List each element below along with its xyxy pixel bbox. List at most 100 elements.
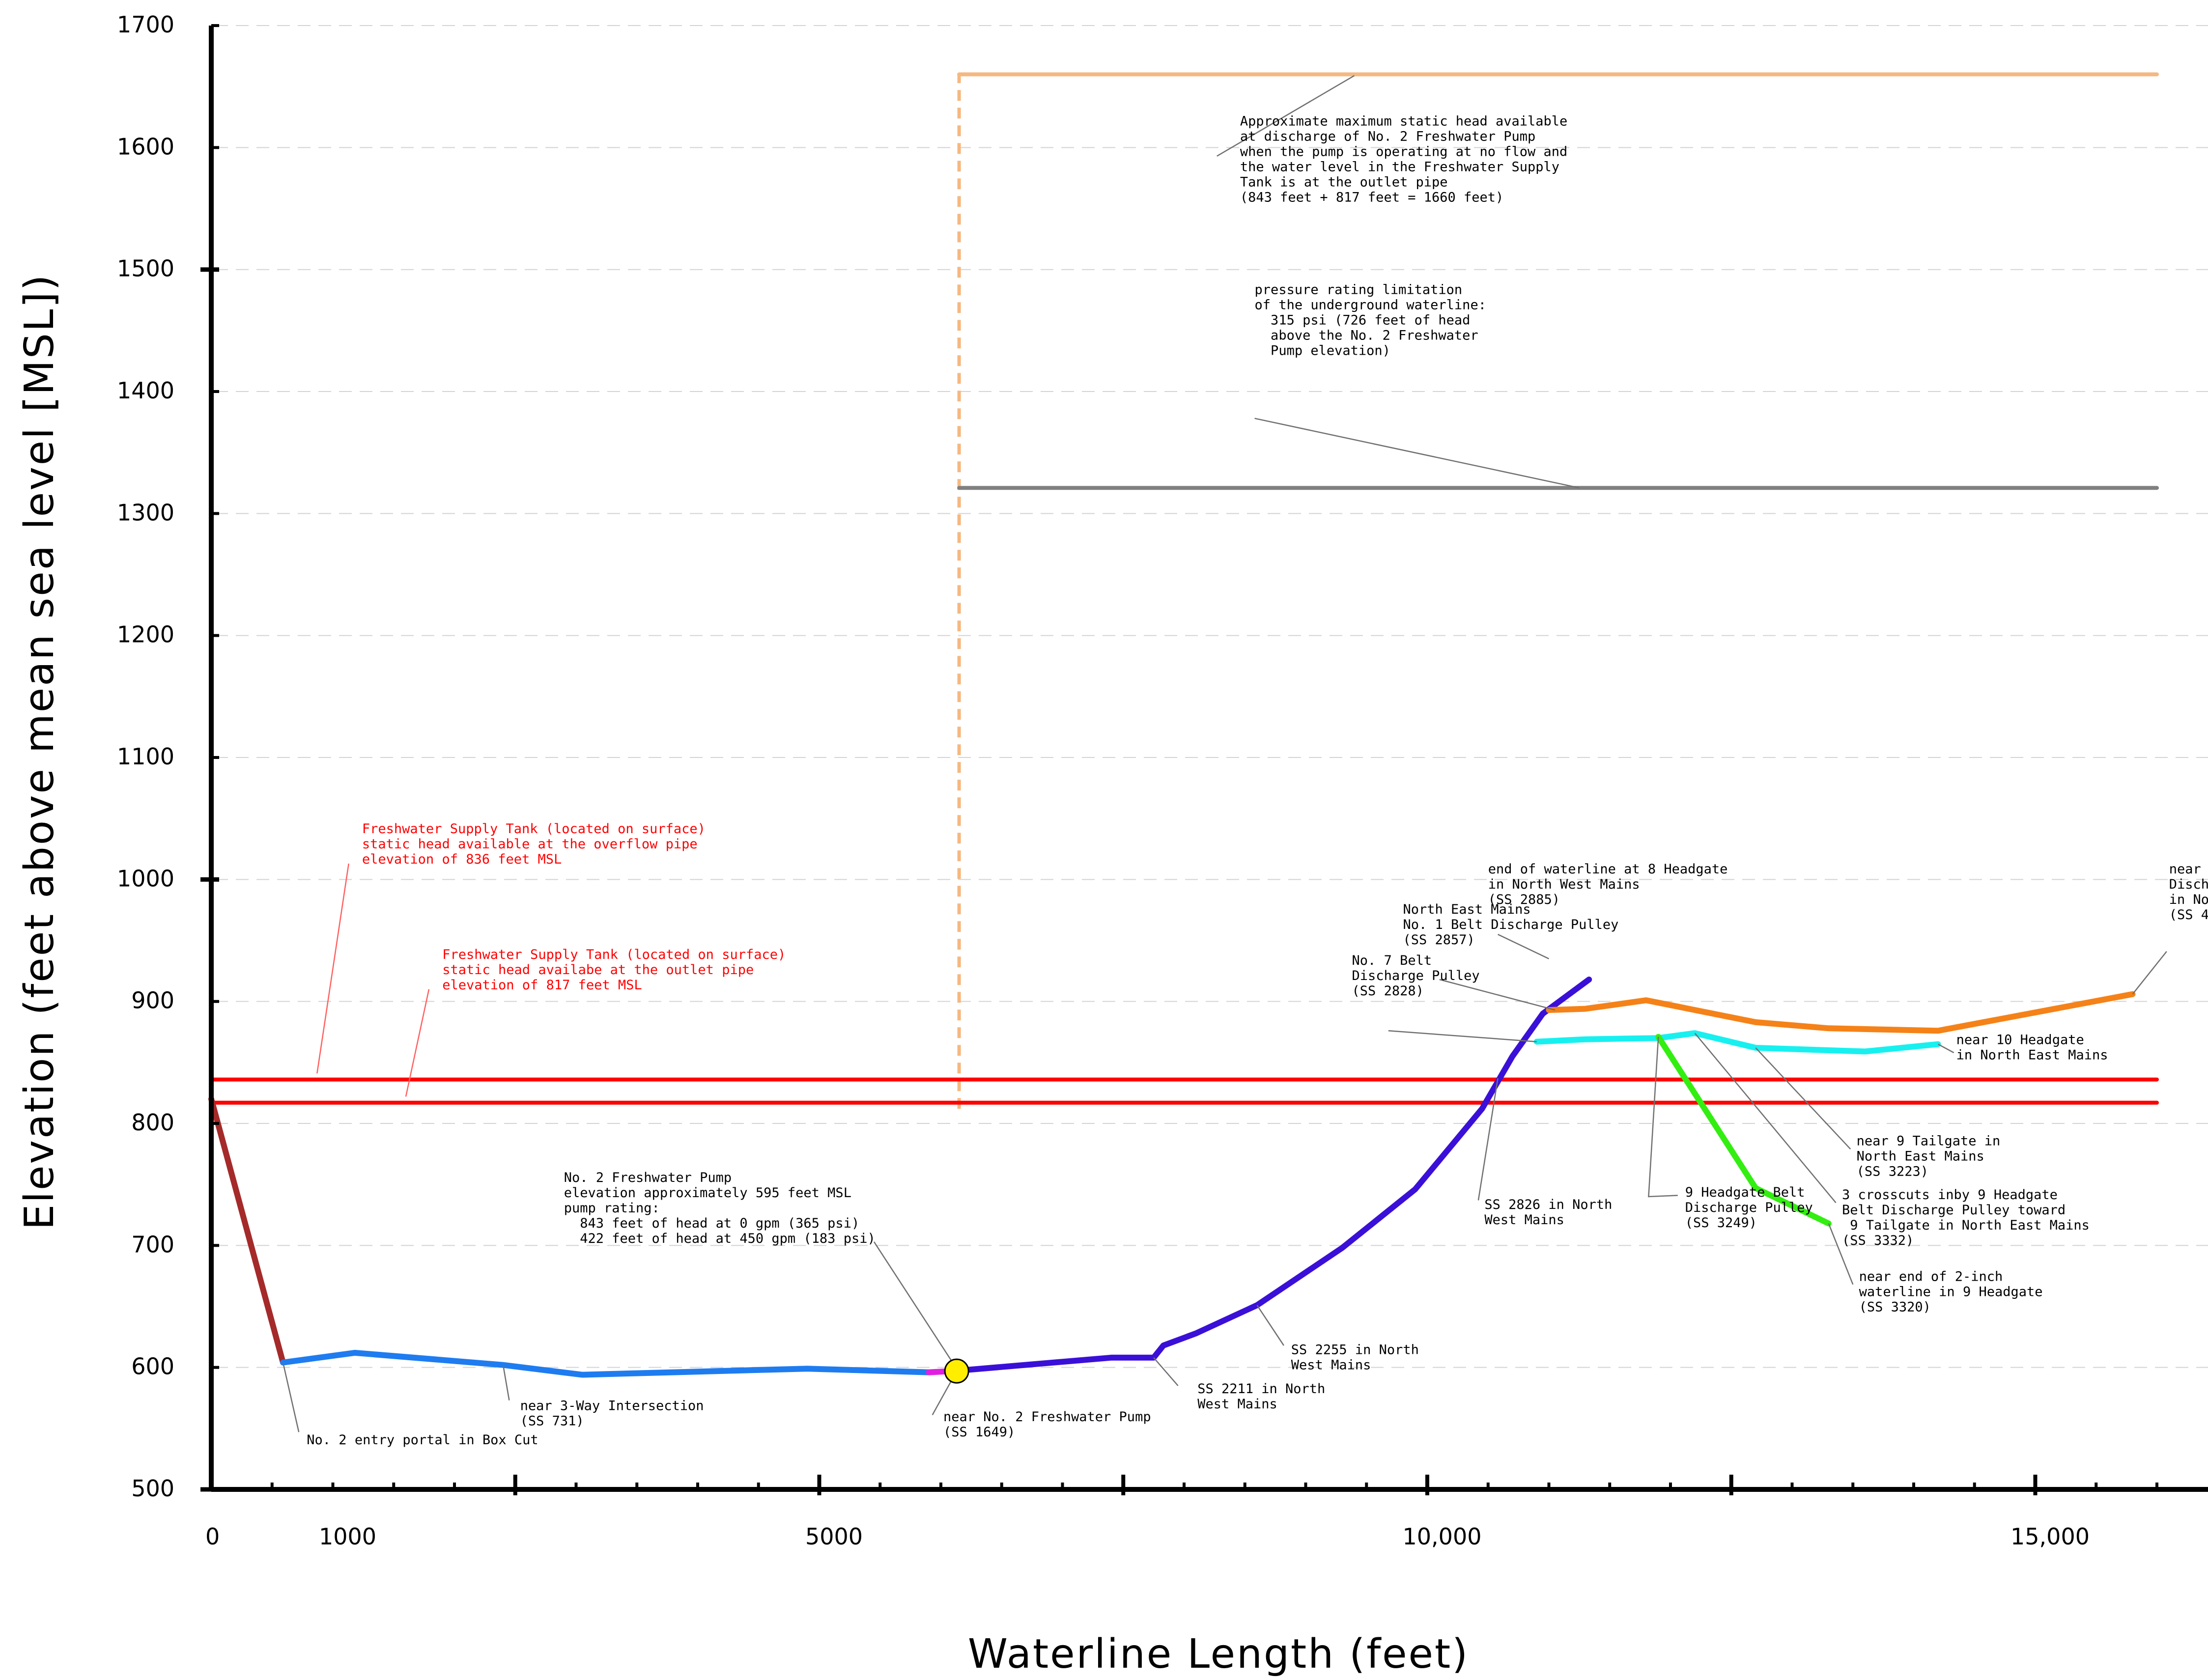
x-tick-label: 5000 [805,1523,863,1550]
annotation-near-10-headgate-line: in North East Mains [1956,1048,2108,1063]
pump-marker-dot [944,1358,969,1384]
annotation-pressure-rating-line: Pump elevation) [1255,343,1390,358]
y-tick-label: 1600 [117,133,174,160]
annotation-2-inch-end-line: near end of 2-inch [1859,1269,2003,1284]
annotation-pump-info-line: pump rating: [564,1201,660,1216]
annotation-section-4208-line: near 2 Section Belt [2169,862,2208,877]
leader-end-8-headgate [1498,933,1550,959]
annotations: Approximate maximum static head availabl… [307,114,2208,1448]
series-line-1 [280,1349,932,1378]
annotation-pressure-rating-line: 315 psi (726 feet of head [1255,312,1471,328]
grid-lines [215,25,2208,1368]
x-tick-label: 10,000 [1403,1523,1482,1550]
leader-9-tailgate [1755,1047,1851,1150]
series-line-5 [1533,1030,1941,1055]
annotation-no7-belt-line: Discharge Pulley [1352,968,1480,983]
series-line-0 [208,1096,286,1366]
annotation-leaders [282,75,2167,1432]
annotation-pump-info-line: No. 2 Freshwater Pump [564,1170,732,1185]
leader-2-inch-end [1828,1223,1854,1285]
annotation-pressure-rating-line: pressure rating limitation [1255,282,1463,297]
annotation-ss2826-line: SS 2826 in North [1484,1197,1612,1212]
y-tick-label: 600 [131,1353,174,1380]
y-tick-label: 1500 [117,255,174,282]
annotation-ss2255-line: SS 2255 in North [1291,1342,1419,1357]
annotation-2-inch-end-line: (SS 3320) [1859,1299,1931,1315]
annotation-9-headgate-belt-line: (SS 3249) [1685,1215,1757,1231]
annotation-no7-belt-line: No. 7 Belt [1352,953,1432,968]
annotation-3-crosscuts-line: (SS 3332) [1842,1233,1914,1248]
data-series [208,977,2136,1378]
annotation-ne-mains-1-line: No. 1 Belt Discharge Pulley [1403,917,1619,932]
annotation-ss2255-line: West Mains [1291,1357,1371,1372]
annotation-no7-belt-line: (SS 2828) [1352,983,1424,999]
leader-box-cut [282,1362,300,1432]
series-line-4 [1546,991,2136,1034]
y-tick-label: 1200 [117,621,174,648]
annotation-end-8-headgate-line: in North West Mains [1488,877,1640,892]
annotation-tank-outlet-line: Freshwater Supply Tank (located on surfa… [442,947,786,962]
y-tick-label: 1300 [117,499,174,526]
leader-ss2826 [1477,1078,1499,1201]
annotation-section-4208-line: in North East Mains [2169,892,2208,907]
y-tick-label: 700 [131,1231,174,1258]
annotation-end-8-headgate-line: (SS 2885) [1488,892,1560,907]
annotation-tank-outlet-line: elevation of 817 feet MSL [442,978,642,993]
y-tick-label: 1400 [117,377,174,404]
annotation-section-4208-line: (SS 4208) [2169,907,2208,923]
leader-no7-belt [1388,1030,1537,1042]
x-axis-title: Waterline Length (feet) [968,1631,1469,1678]
annotation-pump-info-line: elevation approximately 595 feet MSL [564,1185,851,1201]
pump-marker [944,1358,969,1384]
leader-pressure-rating [1254,418,1580,489]
y-tick-label: 1100 [117,743,174,770]
y-tick-label: 900 [131,987,174,1014]
annotation-max-head-line: at discharge of No. 2 Freshwater Pump [1240,129,1535,144]
y-tick-label: 800 [131,1109,174,1136]
annotation-ne-mains-1-line: (SS 2857) [1403,932,1475,948]
y-tick-label: 500 [131,1475,174,1502]
annotation-9-headgate-belt-line: Discharge Pulley [1685,1200,1813,1215]
annotation-9-headgate-belt-line: 9 Headgate Belt [1685,1185,1805,1200]
tick-labels: 500 600 700 800 900 1000 1100 1200 1300 1400 1500 1… [117,11,2090,1550]
leader-section-4208 [2132,951,2167,995]
annotation-tank-outlet-line: static head availabe at the outlet pipe [442,962,754,978]
annotation-three-way-line: (SS 731) [520,1414,584,1429]
leader-ss2211 [1153,1357,1179,1386]
annotation-3-crosscuts-line: 3 crosscuts inby 9 Headgate [1842,1187,2058,1203]
annotation-max-head-line: Approximate maximum static head availabl… [1240,114,1567,129]
annotation-max-head-line: the water level in the Freshwater Supply [1240,160,1559,175]
annotation-2-inch-end-line: waterline in 9 Headgate [1859,1284,2043,1299]
leader-9-headgate-belt [1648,1036,1678,1198]
leader-near-10-headgate [1937,1043,1954,1054]
annotation-3-crosscuts-line: Belt Discharge Pulley toward [1842,1203,2066,1218]
annotation-9-tailgate-line: (SS 3223) [1857,1164,1928,1179]
annotation-tank-overflow-line: elevation of 836 feet MSL [362,852,562,867]
leader-tank-overflow [316,863,349,1074]
annotation-max-head-line: Tank is at the outlet pipe [1240,175,1448,190]
annotation-max-head-line: when the pump is operating at no flow an… [1240,144,1567,160]
annotation-ss2211-line: West Mains [1197,1397,1277,1412]
y-axis-title: Elevation (feet above mean sea level [MS… [16,273,63,1230]
annotation-3-crosscuts-line: 9 Tailgate in North East Mains [1842,1218,2090,1233]
y-tick-label: 1000 [117,865,174,892]
series-line-3 [950,977,1592,1374]
x-tick-label: 1000 [319,1523,376,1550]
annotation-box-cut-line: No. 2 entry portal in Box Cut [307,1432,538,1448]
annotation-max-head-line: (843 feet + 817 feet = 1660 feet) [1240,190,1503,205]
leader-three-way [502,1365,510,1400]
y-tick-label: 1700 [117,11,174,38]
annotation-pressure-rating-line: above the No. 2 Freshwater [1255,328,1478,343]
leader-ss2255 [1256,1305,1284,1346]
annotation-three-way-line: near 3-Way Intersection [520,1399,704,1414]
annotation-9-tailgate-line: North East Mains [1857,1149,1984,1164]
leader-tank-outlet [405,989,430,1097]
annotation-pressure-rating-line: of the underground waterline: [1255,297,1486,312]
annotation-ne-mains-1-line: North East Mains [1403,902,1531,917]
x-tick-label: 0 [205,1523,220,1550]
annotation-pump-info-line: 422 feet of head at 450 gpm (183 psi) [564,1231,876,1246]
series-line-6 [1655,1034,1832,1227]
leader-3-crosscuts [1694,1033,1837,1204]
axis-ticks [200,24,2158,1495]
